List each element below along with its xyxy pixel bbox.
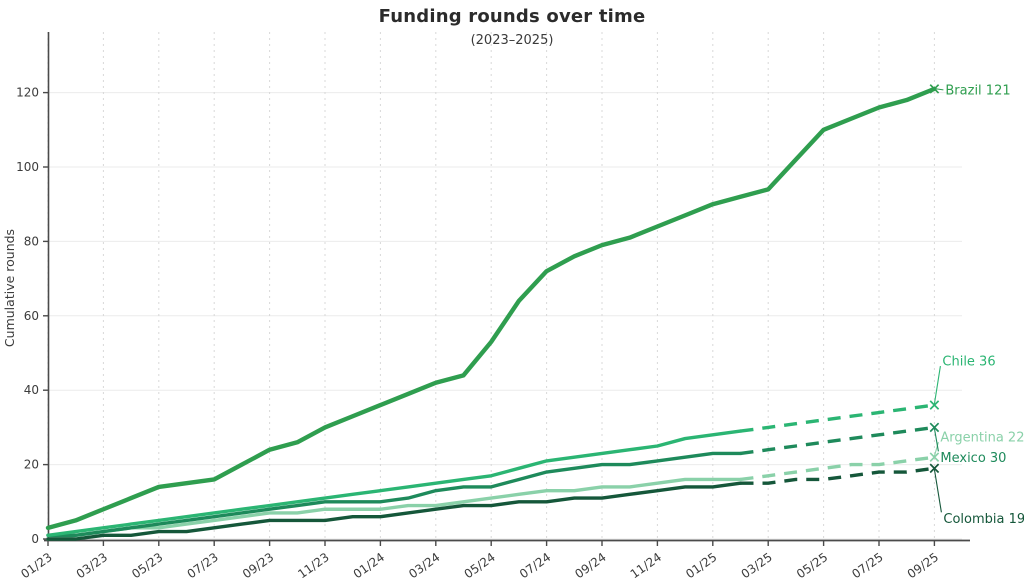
x-tick-label: 05/25 [794, 550, 830, 581]
y-tick-label: 80 [24, 234, 39, 248]
series-end-label-argentina: Argentina 22 [940, 431, 1024, 446]
series-label-leader-colombia [933, 469, 942, 513]
y-tick-label: 120 [16, 86, 39, 100]
x-tick-label: 07/23 [185, 550, 221, 581]
series-forecast-line-colombia [740, 466, 935, 485]
series-line-colombia [46, 481, 743, 541]
x-tick-label: 01/24 [351, 550, 387, 581]
series-line-chile [46, 429, 743, 537]
x-tick-label: 11/23 [295, 550, 331, 581]
series-end-label-mexico: Mexico 30 [940, 451, 1006, 466]
x-tick-label: 03/23 [74, 550, 110, 581]
y-tick-label: 100 [16, 160, 39, 174]
x-tick-label: 09/23 [240, 550, 276, 581]
series-end-marker-brazil [929, 84, 940, 94]
chart-title: Funding rounds over time [378, 6, 646, 27]
x-tick-label: 05/23 [129, 550, 165, 581]
series-end-label-chile: Chile 36 [942, 355, 995, 370]
x-tick-label: 09/24 [572, 550, 608, 581]
series-line-brazil [45, 86, 937, 531]
y-tick-label: 60 [24, 309, 39, 323]
series-forecast-line-chile [740, 403, 935, 433]
x-tick-label: 07/25 [849, 550, 885, 581]
series-label-leader-mexico [933, 428, 939, 452]
x-tick-label: 01/25 [683, 550, 719, 581]
y-axis-title: Cumulative rounds [2, 229, 17, 347]
x-tick-label: 05/24 [462, 550, 498, 581]
series-end-marker-chile [929, 400, 940, 410]
series-end-label-colombia: Colombia 19 [943, 512, 1024, 527]
series-forecast-line-argentina [740, 455, 935, 482]
x-tick-label: 09/25 [905, 550, 941, 581]
series-end-marker-argentina [929, 452, 940, 462]
series-end-marker-colombia [929, 463, 940, 474]
series-end-label-brazil: Brazil 121 [945, 83, 1010, 98]
series-label-leader-brazil [936, 88, 944, 91]
series-line-mexico [46, 451, 743, 537]
x-tick-label: 03/25 [739, 550, 775, 581]
y-tick-label: 40 [24, 383, 39, 397]
x-tick-label: 03/24 [406, 550, 442, 581]
series-forecast-line-mexico [740, 425, 935, 456]
series-line-argentina [46, 477, 743, 541]
series-label-leader-chile [933, 365, 941, 405]
x-tick-label: 11/24 [628, 550, 664, 581]
x-tick-label: 07/24 [517, 550, 553, 581]
y-tick-label: 0 [31, 532, 39, 546]
series-end-marker-mexico [929, 422, 940, 433]
y-tick-label: 20 [24, 458, 39, 472]
x-tick-label: 01/23 [18, 550, 54, 581]
chart-subtitle: (2023–2025) [470, 33, 554, 48]
